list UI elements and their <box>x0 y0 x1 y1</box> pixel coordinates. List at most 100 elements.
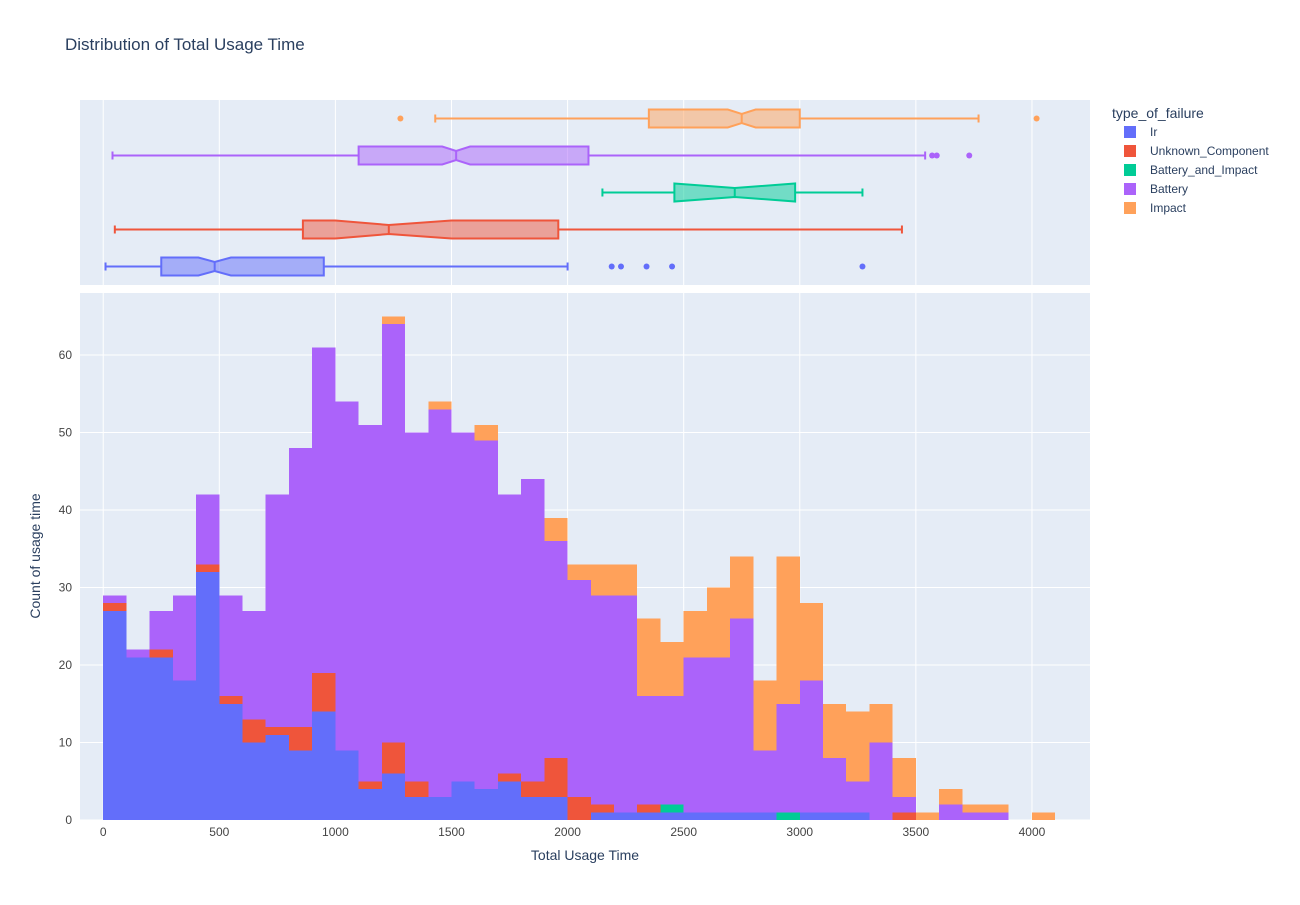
bar-battery <box>149 610 173 650</box>
bar-impact <box>730 556 754 619</box>
bar-ir <box>637 812 661 820</box>
bar-impact <box>985 804 1009 813</box>
bar-ir <box>590 812 615 820</box>
bar-impact <box>799 603 823 681</box>
legend-label: Battery_and_Impact <box>1150 163 1258 177</box>
outlier-point <box>669 263 676 270</box>
bar-battery <box>126 649 150 658</box>
bar-battery <box>288 448 313 727</box>
bar-battery <box>683 657 707 813</box>
y-tick-label: 60 <box>59 348 73 362</box>
bar-unknown-component <box>196 564 220 572</box>
y-tick-label: 10 <box>59 736 73 750</box>
legend-swatch <box>1124 183 1136 195</box>
bar-unknown-component <box>265 727 289 735</box>
bar-battery <box>103 595 127 603</box>
bar-impact <box>776 556 800 704</box>
bar-ir <box>660 812 684 820</box>
bar-ir <box>196 572 220 820</box>
bar-battery <box>196 494 220 565</box>
y-axis-label: Count of usage time <box>27 493 43 619</box>
bar-battery <box>962 812 986 820</box>
bar-impact <box>939 789 963 805</box>
bar-ir <box>428 796 452 820</box>
bar-battery <box>428 409 452 797</box>
bar-battery <box>637 696 661 805</box>
marginal-box-panel <box>80 100 1090 285</box>
bar-unknown-component <box>521 781 545 797</box>
bar-unknown-component <box>103 603 127 611</box>
bar-ir <box>521 796 545 820</box>
bar-battery <box>985 812 1009 820</box>
legend-item-battery-and-impact[interactable]: Battery_and_Impact <box>1124 163 1258 177</box>
bar-impact <box>1031 812 1056 820</box>
bar-unknown-component <box>544 758 568 797</box>
bar-ir <box>614 812 638 820</box>
notched-box <box>160 256 325 277</box>
bar-unknown-component <box>405 781 429 797</box>
bar-impact <box>846 711 870 782</box>
outlier-point <box>966 152 973 159</box>
bar-impact <box>869 703 893 743</box>
bar-ir <box>753 812 777 820</box>
x-tick-label: 3000 <box>786 825 813 839</box>
bar-battery-and-impact <box>660 804 684 813</box>
legend-title: type_of_failure <box>1112 105 1204 121</box>
bar-unknown-component <box>288 727 313 751</box>
legend-swatch <box>1124 126 1136 138</box>
notched-box <box>647 108 801 129</box>
bar-battery <box>939 804 963 820</box>
bar-ir <box>730 812 754 820</box>
box-ir <box>104 256 866 277</box>
bar-impact <box>544 517 568 541</box>
x-tick-label: 1000 <box>322 825 349 839</box>
bar-ir <box>544 796 568 820</box>
bar-battery <box>381 324 406 743</box>
y-tick-label: 50 <box>59 426 73 440</box>
bar-unknown-component <box>567 796 591 820</box>
bar-unknown-component <box>892 812 916 820</box>
outlier-point <box>933 152 940 159</box>
bar-battery <box>614 595 638 813</box>
bar-impact <box>706 587 731 658</box>
bar-impact <box>962 804 986 813</box>
bar-battery <box>242 610 266 720</box>
legend-item-battery[interactable]: Battery <box>1124 182 1188 196</box>
box-impact <box>397 108 1040 129</box>
bar-unknown-component <box>590 804 615 813</box>
bar-battery <box>660 696 684 805</box>
bar-ir <box>358 789 382 820</box>
bar-battery <box>358 424 382 782</box>
histogram-bars <box>103 316 1056 820</box>
bar-battery <box>312 347 336 673</box>
bar-ir <box>405 796 429 820</box>
bar-battery <box>776 703 800 813</box>
legend-item-ir[interactable]: Ir <box>1124 125 1157 139</box>
bar-unknown-component <box>242 719 266 743</box>
legend[interactable]: type_of_failure Ir Unknown_Component Batte… <box>1112 105 1269 215</box>
y-tick-label: 40 <box>59 503 73 517</box>
bar-ir <box>149 657 173 820</box>
bar-battery <box>451 432 475 782</box>
axis-ticks: 0 500 1000 1500 2000 2500 3000 3500 4000 0 10 20 30 4… <box>59 348 1046 839</box>
bar-battery <box>706 657 731 813</box>
bar-unknown-component <box>219 696 243 704</box>
y-tick-label: 20 <box>59 658 73 672</box>
legend-item-unknown-component[interactable]: Unknown_Component <box>1124 144 1269 158</box>
notched-box <box>357 145 590 166</box>
x-tick-label: 1500 <box>438 825 465 839</box>
x-tick-label: 0 <box>100 825 107 839</box>
bar-unknown-component <box>358 781 382 789</box>
outlier-point <box>859 263 866 270</box>
bar-battery <box>172 595 197 681</box>
bar-ir <box>172 680 197 820</box>
legend-swatch <box>1124 145 1136 157</box>
x-tick-label: 4000 <box>1019 825 1046 839</box>
bar-battery <box>846 781 870 813</box>
bar-battery <box>497 494 522 774</box>
bar-unknown-component <box>381 742 406 774</box>
bar-battery <box>730 618 754 813</box>
legend-item-impact[interactable]: Impact <box>1124 201 1187 215</box>
bar-battery <box>544 541 568 758</box>
